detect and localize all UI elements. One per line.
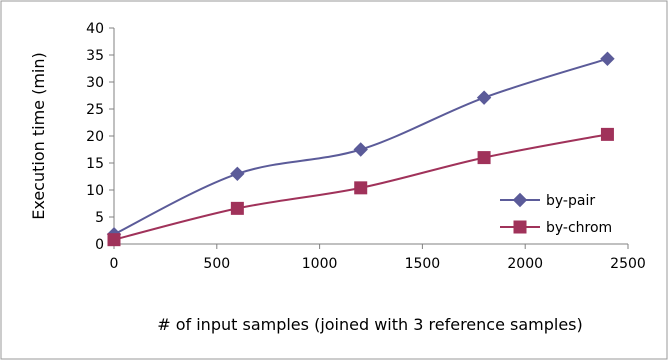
series-by-chrom: [107, 127, 614, 247]
x-tick-label: 1500: [405, 256, 441, 272]
x-tick-label: 0: [110, 256, 119, 272]
data-point-by-chrom: [477, 151, 491, 165]
data-point-by-pair: [600, 51, 615, 66]
y-tick-label: 35: [86, 48, 104, 64]
x-tick-label: 1000: [302, 256, 338, 272]
y-tick-label: 5: [95, 210, 104, 226]
data-point-by-chrom: [600, 127, 614, 141]
series-layer: [106, 51, 615, 247]
legend-marker-by-chrom: [513, 220, 527, 234]
y-tick-label: 10: [86, 183, 104, 199]
legend-label-by-pair: by-pair: [546, 193, 595, 209]
x-tick-label: 2000: [507, 256, 543, 272]
y-tick-label: 15: [86, 156, 104, 172]
x-ticks: 0 500 1000 1500 2000 2500: [110, 244, 646, 272]
y-tick-label: 0: [95, 237, 104, 253]
data-point-by-chrom: [230, 201, 244, 215]
legend: by-pair by-chrom: [500, 192, 612, 236]
data-point-by-pair: [476, 90, 492, 105]
data-point-by-pair: [353, 142, 368, 157]
data-point-by-pair: [230, 166, 245, 182]
y-tick-label: 40: [86, 21, 104, 37]
y-tick-label: 25: [86, 102, 104, 118]
data-point-by-chrom: [107, 233, 121, 247]
y-tick-label: 20: [86, 129, 104, 145]
y-tick-label: 30: [86, 75, 104, 91]
x-axis-title: # of input samples (joined with 3 refere…: [157, 315, 583, 334]
data-point-by-chrom: [354, 181, 368, 195]
legend-label-by-chrom: by-chrom: [546, 220, 612, 236]
y-axis-title: Execution time (min): [29, 52, 48, 220]
x-tick-label: 500: [203, 256, 230, 272]
y-ticks: 0 5 10 15 20 25 30 35 40: [86, 21, 114, 253]
x-tick-label: 2500: [610, 256, 646, 272]
legend-marker-by-pair: [512, 192, 528, 208]
